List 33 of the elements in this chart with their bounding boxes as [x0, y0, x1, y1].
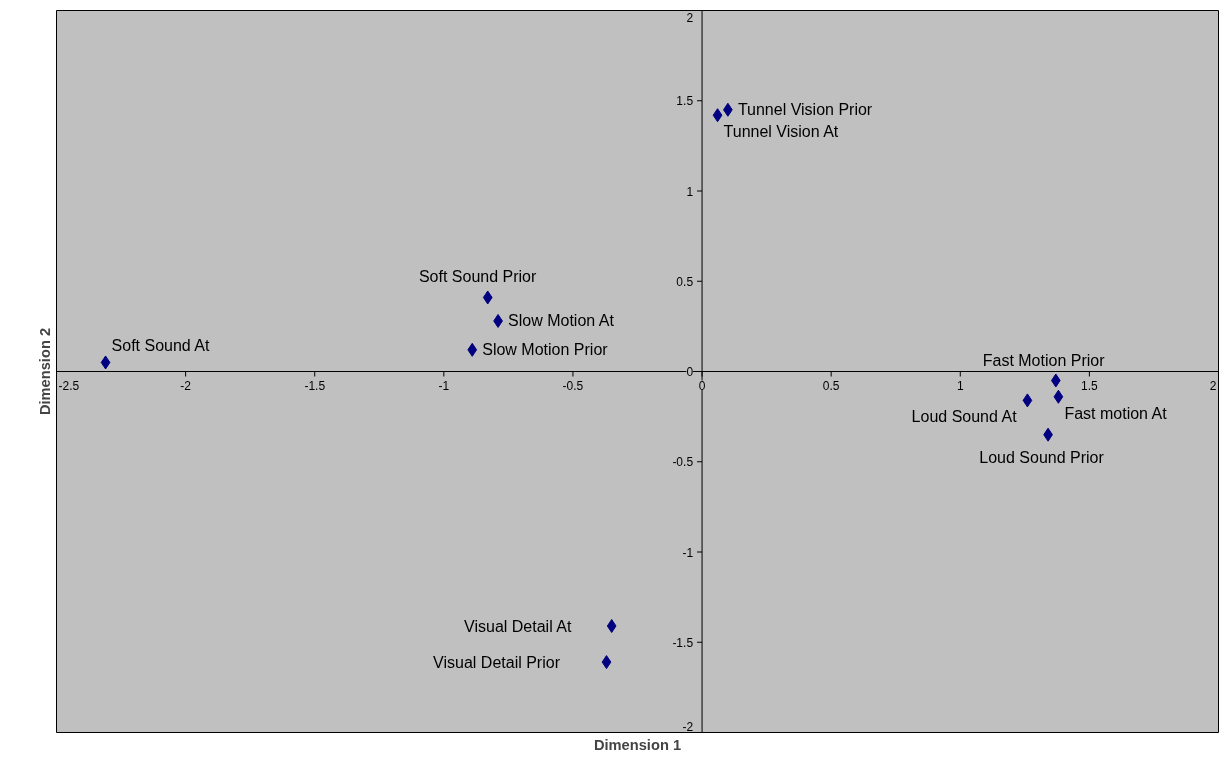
annotation: Soft Sound Prior [418, 268, 537, 286]
annotation: Tunnel Vision Prior [737, 101, 873, 119]
x-tick-label: -2 [180, 378, 192, 393]
annotation: Loud Sound At [911, 408, 1018, 426]
y-axis-title: Dimension 2 [36, 327, 53, 416]
annotation: Slow Motion At [508, 312, 615, 330]
y-tick-label: 1.5 [676, 94, 694, 109]
y-tick-label: -0.5 [672, 455, 694, 470]
x-tick-label: 0.5 [822, 378, 840, 393]
x-axis-title: Dimension 1 [593, 736, 682, 753]
x-tick-label: 1 [956, 378, 964, 393]
y-tick-label: -1 [682, 545, 694, 560]
x-tick-label: -0.5 [562, 378, 584, 393]
y-tick-label: 2 [686, 10, 694, 25]
annotation: Fast motion At [1064, 404, 1168, 422]
annotation: Soft Sound At [111, 337, 210, 355]
annotation: Tunnel Vision At [723, 123, 839, 141]
x-tick-label: 0 [698, 378, 706, 393]
y-tick-label: 0 [686, 365, 694, 379]
annotation: Loud Sound Prior [979, 448, 1105, 466]
y-tick-label: 0.5 [676, 274, 694, 289]
x-tick-label: -1 [438, 378, 450, 393]
annotation: Visual Detail Prior [433, 653, 561, 671]
x-tick-label: 2 [1209, 378, 1217, 393]
annotation: Visual Detail At [464, 617, 572, 635]
x-tick-label: -1.5 [304, 378, 326, 393]
annotation: Fast Motion Prior [982, 351, 1106, 369]
annotation: Slow Motion Prior [482, 341, 609, 359]
y-tick-label: -2 [682, 719, 694, 734]
y-tick-label: -1.5 [672, 635, 694, 650]
x-tick-label: -2.5 [58, 378, 80, 393]
y-tick-label: 1 [686, 184, 694, 199]
x-tick-label: 1.5 [1081, 378, 1099, 393]
